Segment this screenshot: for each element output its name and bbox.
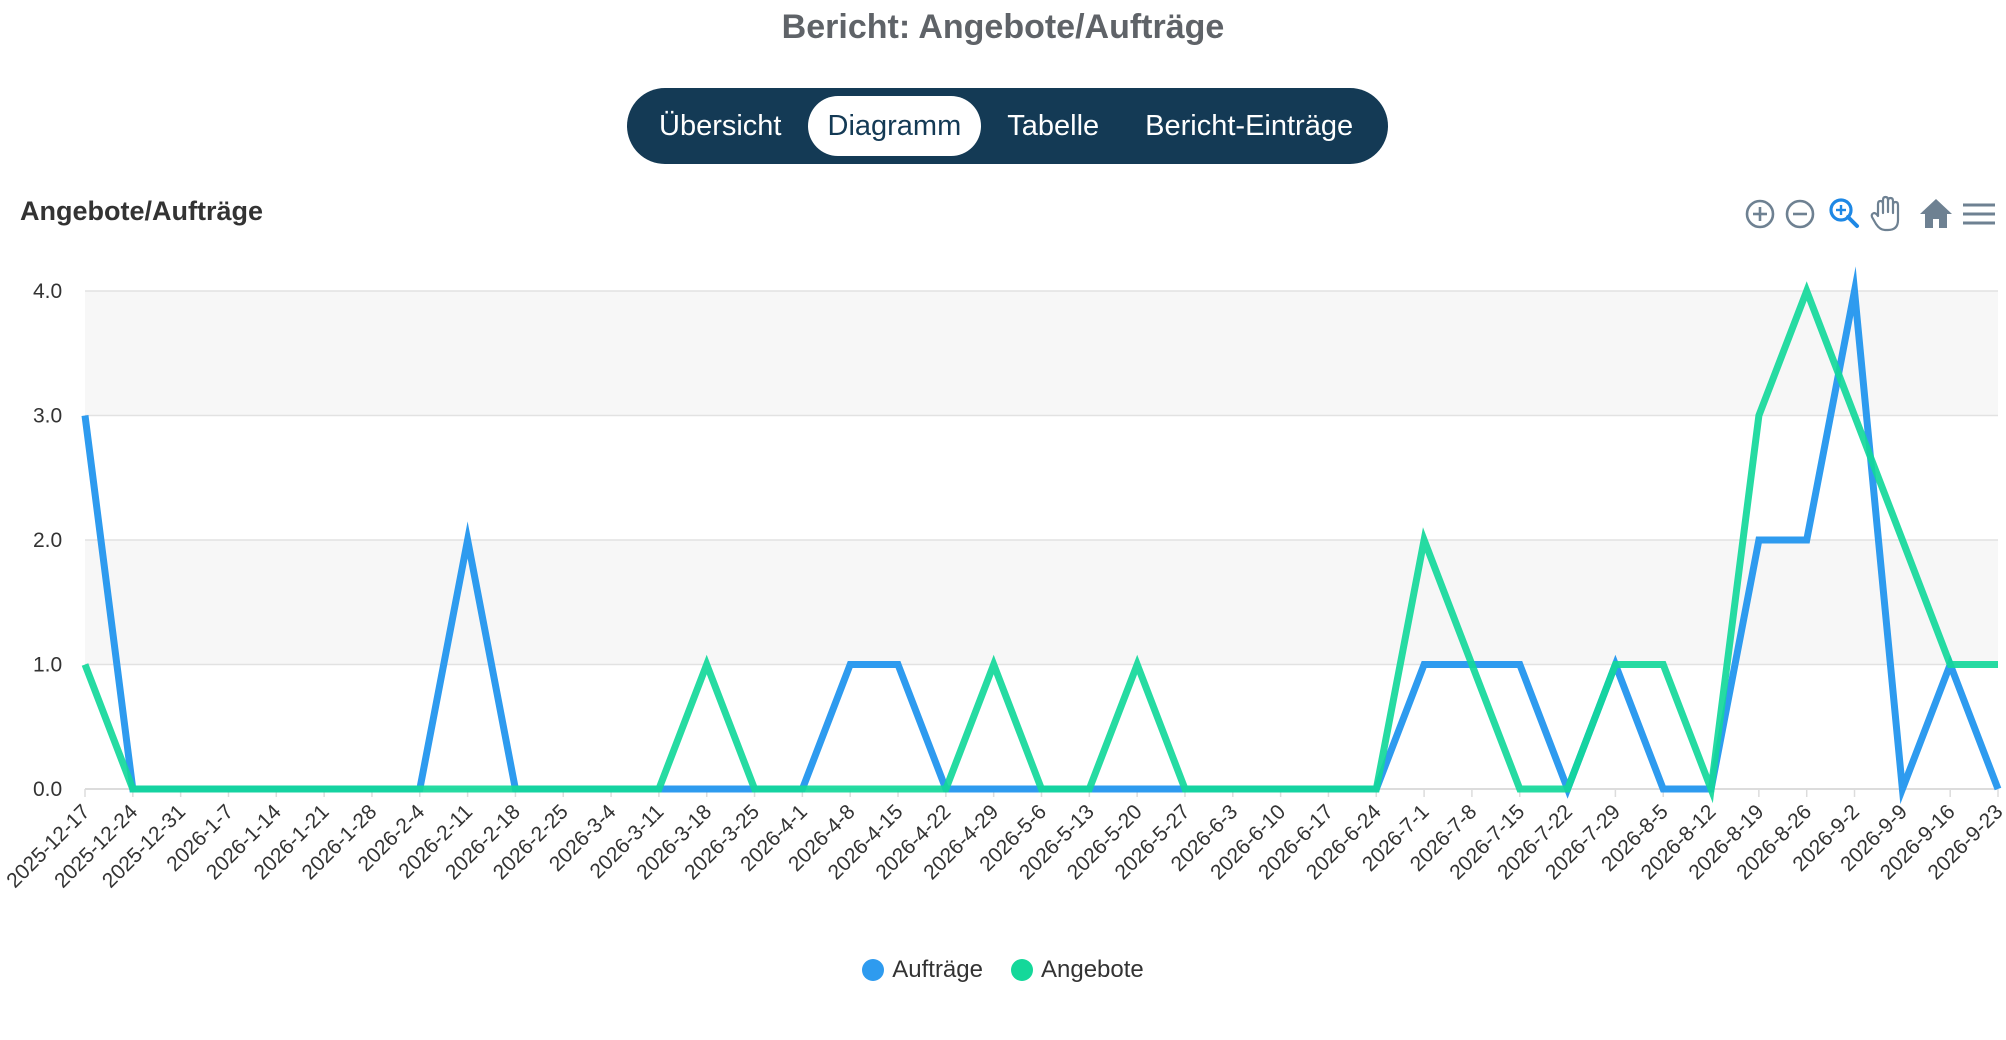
chart-toolbar (1740, 192, 2000, 236)
tab-bericht-eintraege[interactable]: Bericht-Einträge (1145, 109, 1354, 142)
zoom-in-icon[interactable] (1740, 192, 1780, 236)
legend-item-angebote[interactable]: Angebote (1010, 956, 1144, 984)
zoom-out-icon[interactable] (1780, 192, 1820, 236)
legend-label-angebote: Angebote (1040, 956, 1144, 983)
grid-band (85, 291, 1998, 416)
line-chart: 0.01.02.03.04.02025-12-172025-12-242025-… (2, 266, 2006, 892)
y-tick-label: 1.0 (33, 654, 62, 677)
tab-tabelle[interactable]: Tabelle (1007, 109, 1100, 142)
tab-uebersicht[interactable]: Übersicht (659, 109, 782, 142)
legend-marker-angebote (1010, 959, 1033, 981)
chart-title: Angebote/Aufträge (20, 196, 263, 226)
legend-item-auftraege[interactable]: Aufträge (862, 956, 983, 984)
menu-icon[interactable] (1958, 192, 1998, 236)
view-tab-bar: Übersicht Diagramm Tabelle Bericht-Eintr… (627, 88, 1388, 164)
legend-marker-auftraege (862, 959, 885, 981)
y-tick-label: 3.0 (33, 405, 62, 428)
y-tick-label: 2.0 (33, 529, 62, 552)
y-tick-label: 4.0 (33, 280, 62, 303)
reset-home-icon[interactable] (1916, 192, 1956, 236)
series-line-angebote (81, 281, 1998, 804)
chart-legend: Aufträge Angebote (0, 956, 2006, 984)
pan-hand-icon[interactable] (1866, 192, 1906, 236)
tab-diagramm[interactable]: Diagramm (807, 96, 982, 156)
grid-band (85, 540, 1998, 665)
selection-zoom-icon[interactable] (1824, 192, 1864, 236)
page-title: Bericht: Angebote/Aufträge (781, 8, 1225, 46)
legend-label-auftraege: Aufträge (892, 956, 983, 983)
y-tick-label: 0.0 (33, 778, 62, 801)
